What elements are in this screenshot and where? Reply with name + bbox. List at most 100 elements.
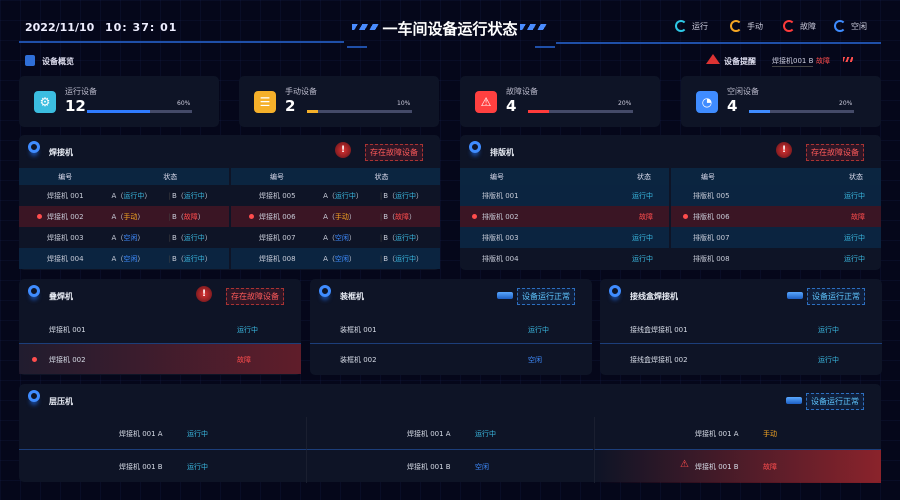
table-row[interactable]: 排版机 001 运行中: [460, 185, 669, 206]
table-row[interactable]: 焊接机 005 A（运行中） | B（运行中）: [259, 191, 424, 200]
device-name: 焊接机 001: [49, 326, 86, 334]
overview-label: 设备概览: [42, 57, 74, 66]
device-status: 故障: [237, 356, 251, 364]
device-status: 运行中: [844, 233, 865, 242]
list-item[interactable]: 焊接机 001 B 运行中: [19, 450, 306, 483]
title-decoration-left: [352, 24, 380, 30]
list-item[interactable]: 接线盒焊接机 001 运行中: [600, 314, 882, 344]
status-a: 空闲: [334, 233, 349, 242]
status-badge: 存在故障设备: [806, 144, 864, 161]
table-row[interactable]: 焊接机 001 A（运行中） | B（运行中）: [47, 191, 212, 200]
gear-icon: ⚙: [34, 91, 56, 113]
list-item[interactable]: 焊接机 001 运行中: [19, 314, 301, 344]
col-header-id: 编号: [19, 168, 112, 185]
stat-progress-bar: [307, 110, 412, 113]
device-name: 焊接机 006: [259, 212, 296, 221]
table-row[interactable]: 排版机 007 运行中: [671, 227, 881, 248]
status-badge: 设备运行正常: [807, 288, 865, 305]
stat-percent: 10%: [397, 100, 411, 107]
table-row[interactable]: 焊接机 006 A（手动） | B（故障）: [231, 206, 440, 227]
table-header: 编号 状态: [231, 168, 440, 185]
status-a: 空闲: [123, 233, 138, 242]
device-status: 运行中: [818, 326, 839, 334]
warning-icon: ⚠: [680, 459, 689, 470]
table-row[interactable]: 焊接机 004 A（空闲） | B（运行中）: [19, 248, 229, 269]
device-status: 运行中: [475, 430, 496, 438]
stat-card[interactable]: ⚙ 运行设备 12 60%: [19, 76, 219, 127]
device-name: 焊接机 001 B: [695, 463, 739, 471]
table-row[interactable]: 排版机 008 运行中: [671, 248, 881, 269]
legend-item: 运行: [675, 20, 708, 32]
welder-table-left: 编号 状态焊接机 001 A（运行中） | B（运行中） 焊接机 002 A（手动） | B（故…: [19, 168, 229, 269]
device-name: 焊接机 001: [47, 191, 84, 200]
stat-card[interactable]: ⚠ 故障设备 4 20%: [460, 76, 660, 127]
legend-label: 手动: [747, 21, 763, 31]
alert-decoration: [843, 57, 853, 62]
list-item[interactable]: 焊接机 001 A 运行中: [306, 417, 593, 450]
page-title: 一车间设备运行状态: [382, 20, 518, 38]
device-name: 接线盒焊接机 002: [630, 356, 688, 364]
stat-count: 4: [727, 97, 738, 115]
machine-icon: [319, 285, 331, 297]
device-name: 排版机 001: [482, 191, 519, 200]
table-row[interactable]: 排版机 005 运行中: [671, 185, 881, 206]
fault-dot-icon: [249, 213, 254, 219]
device-status: 空闲: [475, 463, 489, 471]
header-line-right: [556, 42, 881, 44]
legend-label: 运行: [692, 21, 708, 31]
col-header-status: 状态: [111, 168, 229, 185]
status-b: 运行中: [395, 254, 417, 263]
alert-device[interactable]: 焊接机001 B: [772, 57, 814, 67]
fault-dot-icon: [32, 357, 37, 362]
list-item[interactable]: 接线盒焊接机 002 运行中: [600, 344, 882, 374]
layout-table-left: 编号 状态 排版机 001 运行中 排版机 002 故障 排版机 003 运行中 排版机 004…: [460, 168, 669, 269]
list-item[interactable]: 焊接机 002 故障: [19, 344, 301, 374]
alert-icon: [706, 54, 720, 64]
list-item[interactable]: 焊接机 001 A 手动: [594, 417, 881, 450]
status-badge: 存在故障设备: [226, 288, 284, 305]
list-item[interactable]: ⚠ 焊接机 001 B 故障: [594, 450, 881, 483]
table-row[interactable]: 焊接机 007 A（空闲） | B（运行中）: [259, 233, 424, 242]
device-status: 运行中: [632, 233, 653, 242]
device-name: 焊接机 001 A: [695, 430, 739, 438]
col-header-status: 状态: [799, 168, 881, 185]
status-a: 空闲: [123, 254, 138, 263]
alarm-icon: !: [196, 286, 212, 302]
list-item[interactable]: 焊接机 001 B 空闲: [306, 450, 593, 483]
status-a: 手动: [123, 212, 138, 221]
device-status: 故障: [639, 212, 653, 221]
legend-item: 故障: [783, 20, 816, 32]
alert-status: 故障: [816, 57, 830, 65]
stat-card[interactable]: ☰ 手动设备 2 10%: [239, 76, 439, 127]
legend-label: 空闲: [851, 21, 867, 31]
table-row[interactable]: 焊接机 003 A（空闲） | B（运行中）: [47, 233, 212, 242]
status-b: 故障: [395, 212, 410, 221]
device-name: 焊接机 007: [259, 233, 296, 242]
machine-icon: [28, 285, 40, 297]
list-item[interactable]: 装框机 002 空闲: [310, 344, 592, 374]
table-row[interactable]: 排版机 003 运行中: [460, 227, 669, 248]
alarm-icon: !: [776, 142, 792, 158]
status-badge: 设备运行正常: [806, 393, 864, 410]
table-row[interactable]: 排版机 002 故障: [460, 206, 669, 227]
device-name: 焊接机 002: [49, 356, 86, 364]
header-line-right-step: [535, 46, 555, 48]
device-name: 排版机 004: [482, 254, 519, 263]
table-row[interactable]: 排版机 004 运行中: [460, 248, 669, 269]
table-row[interactable]: 焊接机 002 A（手动） | B（故障）: [19, 206, 229, 227]
device-name: 接线盒焊接机 001: [630, 326, 688, 334]
stat-count: 2: [285, 97, 296, 115]
status-a: 运行中: [123, 191, 145, 200]
status-b: 运行中: [395, 191, 417, 200]
table-row[interactable]: 焊接机 008 A（空闲） | B（运行中）: [231, 248, 440, 269]
device-name: 焊接机 001 A: [119, 430, 163, 438]
table-row[interactable]: 排版机 006 故障: [671, 206, 881, 227]
list-item[interactable]: 焊接机 001 A 运行中: [19, 417, 306, 450]
layers-icon: [787, 292, 803, 299]
list-item[interactable]: 装框机 001 运行中: [310, 314, 592, 344]
device-name: 排版机 007: [693, 233, 730, 242]
layout-table-right: 编号 状态 排版机 005 运行中 排版机 006 故障 排版机 007 运行中 排版机 008…: [671, 168, 881, 269]
layers-icon: [786, 397, 802, 404]
stat-card[interactable]: ◔ 空闲设备 4 20%: [681, 76, 881, 127]
alert-label: 设备提醒: [724, 57, 756, 66]
